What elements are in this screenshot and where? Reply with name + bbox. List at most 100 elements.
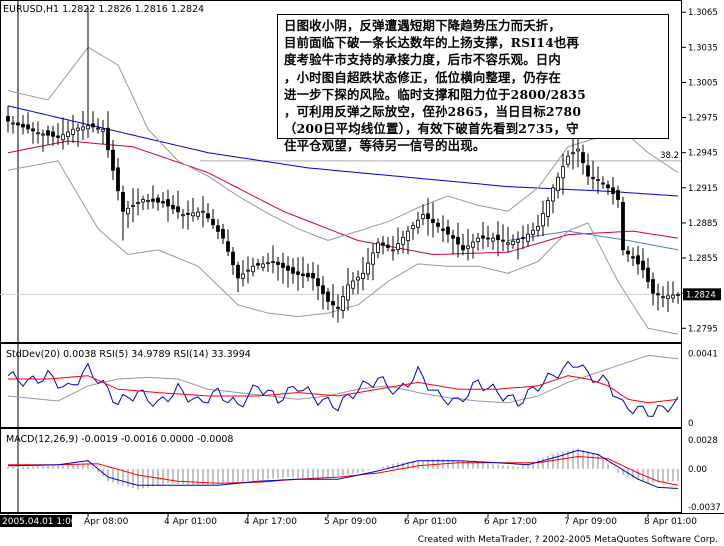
candle	[616, 185, 620, 208]
candle	[271, 245, 275, 274]
candle	[301, 256, 305, 289]
candle	[251, 257, 255, 277]
candle	[466, 228, 470, 261]
candle	[511, 234, 515, 249]
y-tick-label: 1.2975	[688, 114, 718, 124]
candle	[541, 200, 545, 237]
candle	[656, 283, 660, 311]
candle	[131, 188, 135, 223]
candle	[366, 247, 370, 281]
candle	[536, 214, 540, 237]
candle	[636, 245, 640, 275]
candle	[336, 294, 340, 323]
candle	[361, 257, 365, 291]
candle	[276, 256, 280, 281]
candle	[56, 122, 60, 145]
y-tick-label: 1.2915	[688, 184, 718, 194]
candle	[191, 197, 195, 222]
candle	[391, 235, 395, 261]
x-tick-label: 8 Apr 01:00	[644, 517, 697, 527]
analysis-note: 日图收小阴，反弹遭遇短期下降趋势压力而夭折， 目前面临下破一条长达数年的上扬支撑…	[277, 14, 669, 153]
candle	[666, 281, 670, 312]
candle	[396, 227, 400, 255]
candle	[291, 258, 295, 284]
candle	[231, 247, 235, 275]
candle	[226, 229, 230, 257]
candle	[566, 150, 570, 168]
candle	[236, 261, 240, 293]
credit-text: Created with MetaTrader, ? 2002-2005 Met…	[418, 535, 718, 545]
candle	[146, 193, 150, 210]
x-tick-label: 4 Apr 17:00	[244, 517, 297, 527]
x-tick-label: 6 Apr 17:00	[484, 517, 537, 527]
candle	[181, 209, 185, 229]
indicator-layer	[7, 354, 679, 490]
candle	[436, 218, 440, 233]
candle	[556, 172, 560, 199]
candle	[651, 272, 655, 306]
macd-panel-frame	[0, 428, 682, 513]
candle	[431, 202, 435, 238]
ma-fast-line	[7, 105, 679, 197]
candle	[116, 158, 120, 201]
candle	[471, 233, 475, 259]
candle	[76, 123, 80, 147]
candle	[561, 153, 565, 195]
candle	[221, 223, 225, 244]
macd-y-tick: -0.0037	[688, 503, 721, 513]
note-line: ，可利用反弹之际放空，侄孙2865，当日目标2780	[284, 104, 582, 120]
candle	[611, 176, 615, 205]
candle	[36, 121, 40, 144]
candle	[126, 200, 130, 229]
candle	[296, 257, 300, 291]
y-tick-label: 1.3035	[688, 43, 718, 53]
candle	[166, 189, 170, 222]
candle	[96, 118, 100, 134]
indicator-header: StdDev(20) 0.0038 RSI(5) 34.9789 RSI(14)…	[6, 349, 251, 360]
macd-y-tick: 0.0028	[688, 436, 718, 446]
price-layer	[6, 6, 680, 335]
note-line: 日图收小阴，反弹遭遇短期下降趋势压力而夭折，	[284, 18, 561, 33]
candle	[6, 105, 10, 133]
candle	[31, 122, 35, 144]
candle	[161, 191, 165, 208]
candle	[601, 176, 605, 189]
bb-upper-line	[7, 46, 679, 242]
y-tick-label: 1.2945	[688, 149, 718, 159]
candle	[451, 229, 455, 255]
candle	[11, 116, 15, 134]
candle	[206, 203, 210, 223]
macd-header: MACD(12,26,9) -0.0019 -0.0016 0.0000 -0.…	[6, 434, 233, 445]
note-line: 目前面临下破一条长达数年的上扬支撑，RSI14也再	[284, 35, 580, 51]
candle	[631, 247, 635, 266]
candle	[626, 245, 630, 263]
x-tick-label: Apr 08:00	[84, 517, 129, 527]
rsi-14--line	[8, 375, 679, 404]
candle	[446, 219, 450, 243]
candle	[621, 196, 625, 256]
candle	[51, 125, 55, 146]
candle	[46, 125, 50, 145]
candle	[151, 185, 155, 209]
candle	[201, 196, 205, 228]
candle	[596, 166, 600, 194]
candle	[346, 267, 350, 311]
candle	[531, 222, 535, 242]
candle	[581, 144, 585, 175]
candle	[641, 248, 645, 279]
candle	[646, 258, 650, 289]
last-price-box	[683, 288, 721, 301]
candle	[661, 286, 665, 308]
candle	[196, 207, 200, 221]
candle	[371, 243, 375, 281]
note-line: ，小时图自超跌状态修正，低位横向整理，仍存在	[284, 69, 561, 85]
rsi-5--line	[7, 360, 679, 417]
note-line: （200日平均线位置），有效下破首先看到2735，守	[284, 121, 579, 137]
candle	[481, 221, 485, 250]
candle	[411, 221, 415, 240]
candle	[476, 232, 480, 251]
candle	[106, 111, 110, 158]
note-line: 进一步下探的风险。临时支撑和阻力位于2800/2835	[284, 86, 586, 102]
x-tick-label: 7 Apr 09:00	[564, 517, 617, 527]
